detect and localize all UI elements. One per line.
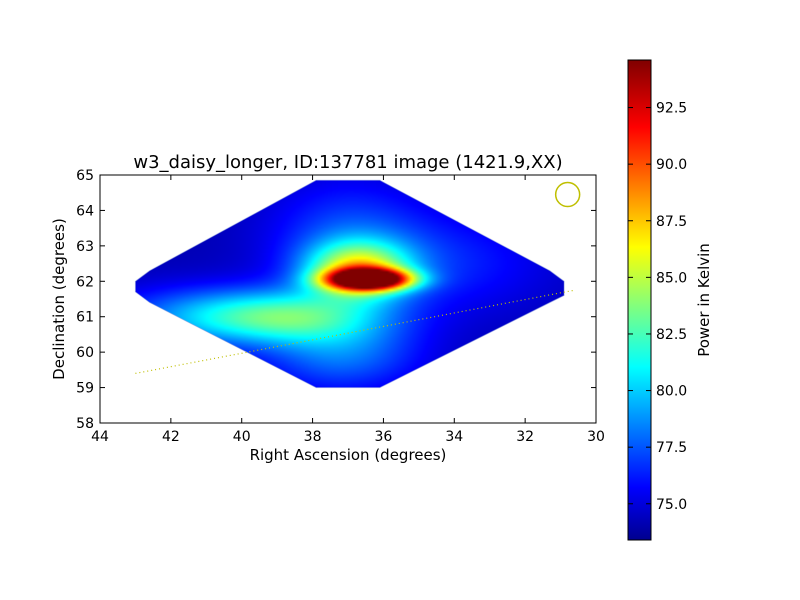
colorbar-tick-label: 85.0 (656, 270, 687, 286)
y-tick-label: 65 (76, 168, 94, 184)
x-tick-label: 36 (375, 429, 393, 445)
colorbar-tick-label: 77.5 (656, 440, 687, 456)
y-tick-label: 61 (76, 310, 94, 326)
y-tick-label: 62 (76, 274, 94, 290)
x-axis-label: Right Ascension (degrees) (250, 446, 447, 464)
y-axis-label: Declination (degrees) (50, 218, 68, 380)
x-tick-label: 44 (91, 429, 109, 445)
colorbar-tick-label: 82.5 (656, 327, 687, 343)
x-tick-label: 40 (233, 429, 251, 445)
map-outline (134, 179, 565, 389)
x-tick-label: 32 (516, 429, 534, 445)
colorbar-ticks: 75.0 77.5 80.0 82.5 85.0 87.5 90.0 92.5 (628, 101, 687, 513)
x-tick-label: 42 (162, 429, 180, 445)
y-tick-label: 64 (76, 203, 94, 219)
y-axis-ticks: 58 59 60 61 62 63 64 65 (76, 168, 596, 432)
y-tick-label: 63 (76, 239, 94, 255)
colorbar-tick-label: 80.0 (656, 384, 687, 400)
colorbar: 75.0 77.5 80.0 82.5 85.0 87.5 90.0 92.5 (627, 59, 687, 541)
x-tick-label: 34 (445, 429, 463, 445)
colorbar-tick-label: 92.5 (656, 101, 687, 117)
plot-frame (99, 174, 597, 424)
colorbar-tick-label: 75.0 (656, 497, 687, 513)
chart-title: w3_daisy_longer, ID:137781 image (1421.9… (133, 152, 562, 173)
y-tick-label: 60 (76, 345, 94, 361)
x-tick-label: 30 (587, 429, 605, 445)
colorbar-label: Power in Kelvin (695, 243, 713, 357)
y-tick-label: 58 (76, 416, 94, 432)
beam-circle-marker (554, 181, 581, 208)
plot-area: 44 42 40 38 36 34 32 30 58 59 60 61 62 63 64 65 (76, 168, 605, 445)
galactic-plane-line (135, 289, 575, 374)
y-tick-label: 59 (76, 381, 94, 397)
colorbar-gradient (627, 59, 652, 541)
x-axis-ticks: 44 42 40 38 36 34 32 30 (91, 175, 605, 445)
colorbar-tick-label: 90.0 (656, 157, 687, 173)
x-tick-label: 38 (304, 429, 322, 445)
colorbar-tick-label: 87.5 (656, 214, 687, 230)
